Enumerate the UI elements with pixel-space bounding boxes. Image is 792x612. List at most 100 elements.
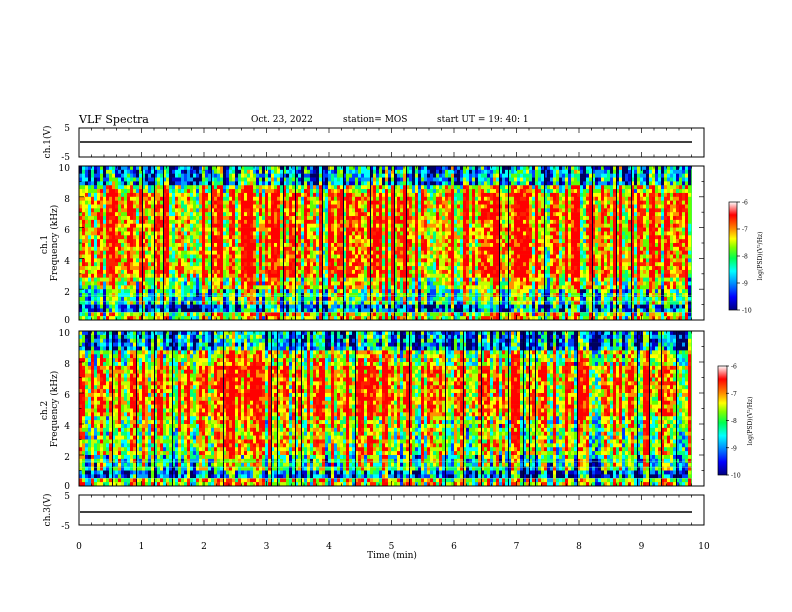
spectrogram-cell [418,196,422,201]
spectrogram-cell [97,227,101,232]
spectrogram-cell [199,192,203,197]
spectrogram-cell [370,216,374,221]
spectrogram-cell [337,300,341,305]
spectrogram-cell [103,273,107,278]
spectrogram-cell [346,266,350,271]
spectrogram-cell [277,281,281,286]
spectrogram-cell [232,196,236,201]
spectrogram-cell [193,208,197,213]
spectrogram-cell [220,258,224,263]
spectrogram-cell [400,296,404,301]
spectrogram-cell [277,177,281,182]
spectrogram-cell [433,243,437,248]
spectrogram-cell [358,219,362,224]
spectrogram-cell [181,300,185,305]
spectrogram-cell [142,308,146,313]
spectrogram-cell [211,300,215,305]
spectrogram-cell [328,169,332,174]
spectrogram-cell [367,258,371,263]
spectrogram-cell [154,166,158,171]
spectrogram-cell [217,289,221,294]
spectrogram-cell [196,293,200,298]
spectrogram-cell [229,262,233,267]
spectrogram-cell [331,227,335,232]
spectrogram-cell [250,266,254,271]
spectrogram-cell [124,166,128,171]
spectrogram-cell [265,235,269,240]
spectrogram-cell [172,308,176,313]
spectrogram-cell [439,289,443,294]
spectrogram-cell [244,231,248,236]
spectrogram-cell [94,316,98,321]
spectrogram-dropout [142,166,143,320]
spectrogram-cell [304,277,308,282]
spectrogram-cell [226,208,230,213]
spectrogram-cell [220,312,224,317]
spectrogram-cell [289,304,293,309]
spectrogram-cell [187,189,191,194]
spectrogram-cell [259,235,263,240]
spectrogram-cell [91,289,95,294]
spectrogram-cell [343,169,347,174]
spectrogram-cell [400,166,404,171]
spectrogram-cell [253,166,257,171]
spectrogram-cell [175,227,179,232]
spectrogram-cell [166,219,170,224]
spectrogram-cell [100,308,104,313]
spectrogram-cell [403,196,407,201]
spectrogram-cell [250,262,254,267]
spectrogram-cell [229,177,233,182]
spectrogram-cell [403,166,407,171]
spectrogram-cell [346,200,350,205]
spectrogram-cell [112,277,116,282]
spectrogram-cell [301,223,305,228]
spectrogram-cell [340,277,344,282]
spectrogram-cell [427,173,431,178]
spectrogram-cell [265,185,269,190]
spectrogram-cell [337,281,341,286]
spectrogram-cell [292,223,296,228]
spectrogram-cell [142,243,146,248]
spectrogram-cell [406,216,410,221]
spectrogram-cell [259,312,263,317]
spectrogram-cell [397,273,401,278]
spectrogram-cell [355,277,359,282]
spectrogram-cell [439,316,443,321]
spectrogram-cell [130,189,134,194]
spectrogram-cell [163,254,167,259]
spectrogram-cell [364,169,368,174]
spectrogram-cell [88,277,92,282]
spectrogram-cell [91,281,95,286]
spectrogram-cell [304,312,308,317]
spectrogram-cell [127,254,131,259]
spectrogram-cell [112,231,116,236]
spectrogram-cell [85,250,89,255]
spectrogram-cell [412,269,416,274]
spectrogram-cell [361,269,365,274]
spectrogram-cell [439,185,443,190]
spectrogram-cell [400,273,404,278]
spectrogram-cell [286,254,290,259]
spectrogram-cell [373,189,377,194]
spectrogram-cell [199,300,203,305]
spectrogram-cell [319,227,323,232]
spectrogram-cell [427,258,431,263]
spectrogram-cell [229,166,233,171]
spectrogram-cell [367,312,371,317]
spectrogram-cell [241,308,245,313]
spectrogram-cell [358,266,362,271]
spectrogram-cell [334,250,338,255]
spectrogram-cell [139,166,143,171]
spectrogram-cell [337,189,341,194]
spectrogram-cell [370,212,374,217]
spectrogram-cell [133,235,137,240]
spectrogram-cell [124,277,128,282]
spectrogram-cell [241,173,245,178]
spectrogram-cell [130,262,134,267]
spectrogram-cell [370,169,374,174]
spectrogram-cell [268,231,272,236]
spectrogram-cell [310,296,314,301]
spectrogram-cell [103,173,107,178]
spectrogram-cell [193,239,197,244]
spectrogram-cell [94,300,98,305]
